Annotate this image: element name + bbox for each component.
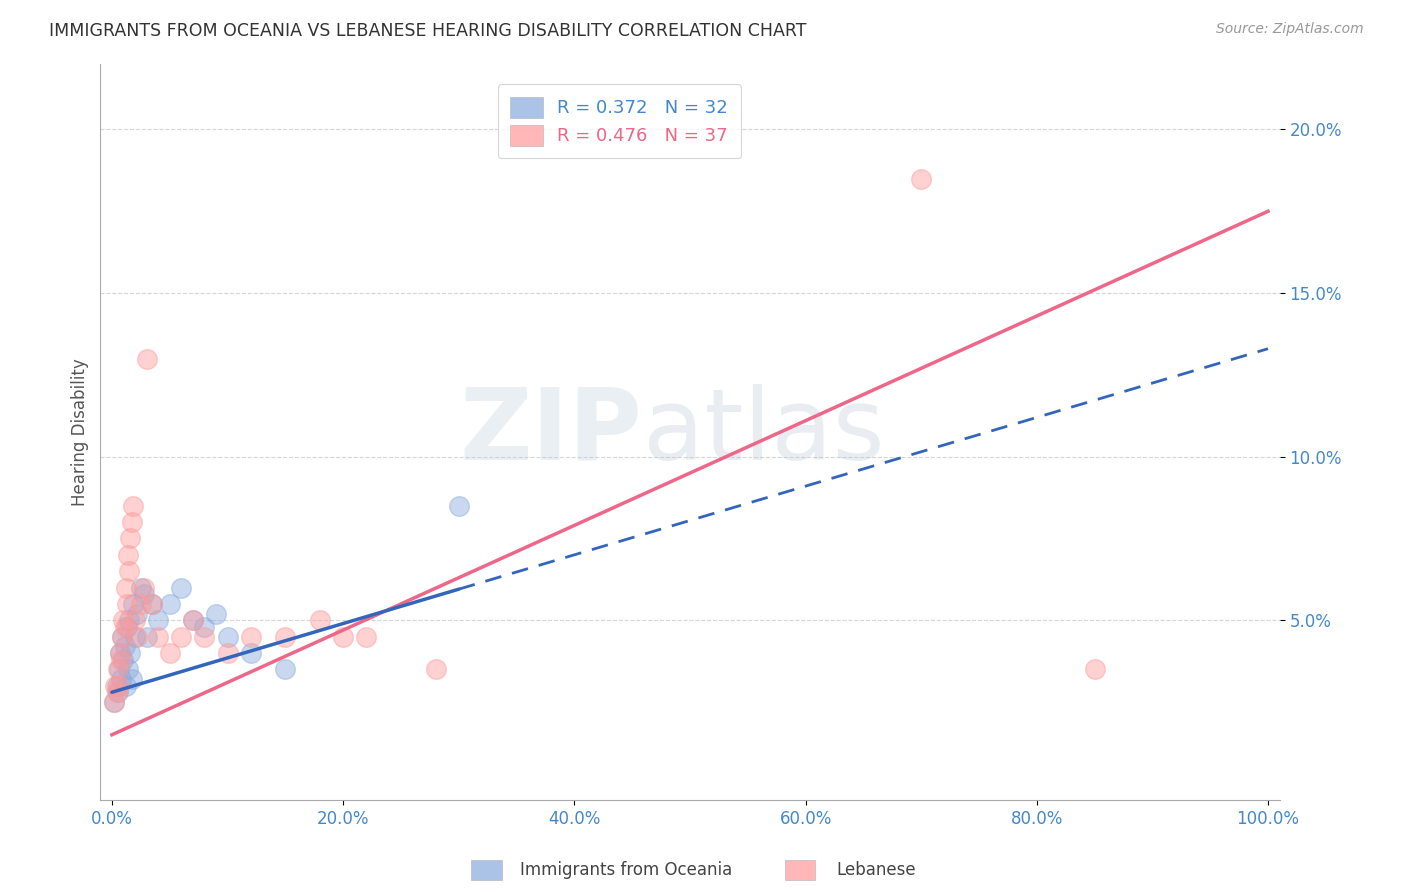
Point: [141, 597, 163, 611]
Point: [274, 630, 297, 644]
Point: [217, 630, 239, 644]
Point: [425, 662, 447, 676]
Point: [110, 652, 132, 666]
Point: [112, 652, 135, 666]
Point: [108, 679, 131, 693]
Point: [110, 672, 132, 686]
Point: [121, 672, 143, 686]
Point: [141, 597, 163, 611]
Text: Source: ZipAtlas.com: Source: ZipAtlas.com: [1216, 22, 1364, 37]
Point: [181, 613, 204, 627]
Point: [108, 646, 131, 660]
Text: IMMIGRANTS FROM OCEANIA VS LEBANESE HEARING DISABILITY CORRELATION CHART: IMMIGRANTS FROM OCEANIA VS LEBANESE HEAR…: [49, 22, 807, 40]
Point: [239, 630, 262, 644]
Point: [115, 597, 138, 611]
Point: [332, 630, 354, 644]
Point: [205, 607, 228, 621]
Point: [134, 581, 156, 595]
Point: [103, 695, 125, 709]
Point: [121, 499, 143, 513]
Point: [103, 695, 125, 709]
Point: [181, 613, 204, 627]
Point: [114, 640, 136, 654]
Point: [118, 564, 141, 578]
Point: [117, 662, 139, 676]
Point: [114, 679, 136, 693]
Point: [135, 630, 157, 644]
Point: [129, 597, 152, 611]
Point: [118, 613, 141, 627]
Point: [108, 646, 131, 660]
Point: [115, 620, 138, 634]
Point: [114, 620, 136, 634]
Point: [111, 630, 134, 644]
Point: [107, 685, 129, 699]
Point: [159, 597, 181, 611]
Point: [121, 515, 143, 529]
Point: [127, 630, 149, 644]
Point: [135, 351, 157, 366]
Point: [309, 613, 332, 627]
Point: [108, 662, 131, 676]
Point: [447, 499, 470, 513]
Text: atlas: atlas: [643, 384, 884, 481]
Point: [170, 581, 193, 595]
Point: [127, 607, 149, 621]
Point: [274, 662, 297, 676]
Point: [105, 685, 128, 699]
Point: [159, 646, 181, 660]
Point: [107, 662, 129, 676]
Legend: R = 0.372   N = 32, R = 0.476   N = 37: R = 0.372 N = 32, R = 0.476 N = 37: [498, 84, 741, 159]
Point: [124, 630, 146, 644]
Text: ZIP: ZIP: [460, 384, 643, 481]
Y-axis label: Hearing Disability: Hearing Disability: [72, 359, 89, 506]
Point: [1084, 662, 1107, 676]
Point: [146, 630, 169, 644]
Text: Lebanese: Lebanese: [837, 861, 917, 879]
Point: [105, 679, 128, 693]
Point: [910, 171, 932, 186]
Point: [120, 532, 142, 546]
Text: Immigrants from Oceania: Immigrants from Oceania: [520, 861, 733, 879]
Point: [146, 613, 169, 627]
Point: [134, 587, 156, 601]
Point: [120, 646, 142, 660]
Point: [239, 646, 262, 660]
Point: [217, 646, 239, 660]
Point: [193, 630, 215, 644]
Point: [129, 581, 152, 595]
Point: [104, 679, 127, 693]
Point: [112, 613, 135, 627]
Point: [354, 630, 377, 644]
Point: [193, 620, 215, 634]
Point: [111, 630, 134, 644]
Point: [117, 548, 139, 562]
Point: [114, 581, 136, 595]
Point: [121, 597, 143, 611]
Point: [170, 630, 193, 644]
Point: [124, 613, 146, 627]
